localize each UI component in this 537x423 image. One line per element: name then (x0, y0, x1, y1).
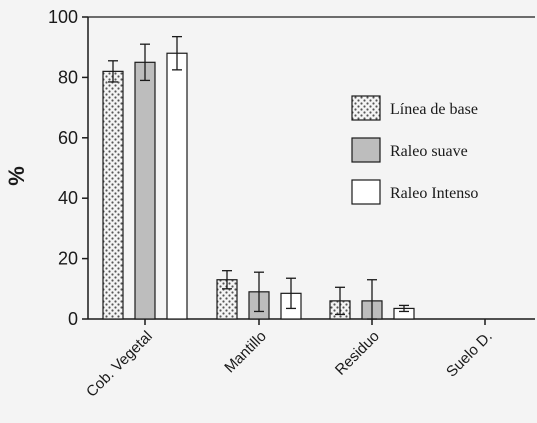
legend-swatch-2 (351, 137, 381, 163)
y-tick-label: 20 (58, 249, 78, 269)
legend-swatch-1 (351, 95, 381, 121)
y-tick-label: 60 (58, 128, 78, 148)
y-tick-label: 100 (48, 7, 78, 27)
bar-2-1 (134, 61, 156, 320)
category-label: Residuo (332, 328, 383, 379)
legend-label-1: Línea de base (390, 101, 478, 118)
y-tick-label: 0 (68, 309, 78, 329)
category-label: Cob. Vegetal (83, 328, 156, 401)
y-tick-label: 80 (58, 67, 78, 87)
bars (102, 52, 415, 320)
y-tick-label: 40 (58, 188, 78, 208)
y-axis-label: % (4, 166, 29, 186)
legend-label-2: Raleo suave (390, 143, 468, 160)
bar-3-1 (166, 52, 188, 320)
error-bars (108, 35, 409, 320)
y-ticks: 0 20 40 60 80 100 (48, 7, 88, 329)
legend-swatch-3 (351, 179, 381, 205)
axes (87, 16, 535, 320)
legend-label-3: Raleo Intenso (390, 185, 478, 202)
category-label: Mantillo (221, 328, 270, 377)
category-label: Suelo D. (443, 328, 496, 381)
bar-1-1 (102, 70, 124, 320)
legend: Línea de base Raleo suave Raleo Intenso (351, 95, 478, 205)
category-labels: Cob. Vegetal Mantillo Residuo Suelo D. (83, 319, 496, 401)
